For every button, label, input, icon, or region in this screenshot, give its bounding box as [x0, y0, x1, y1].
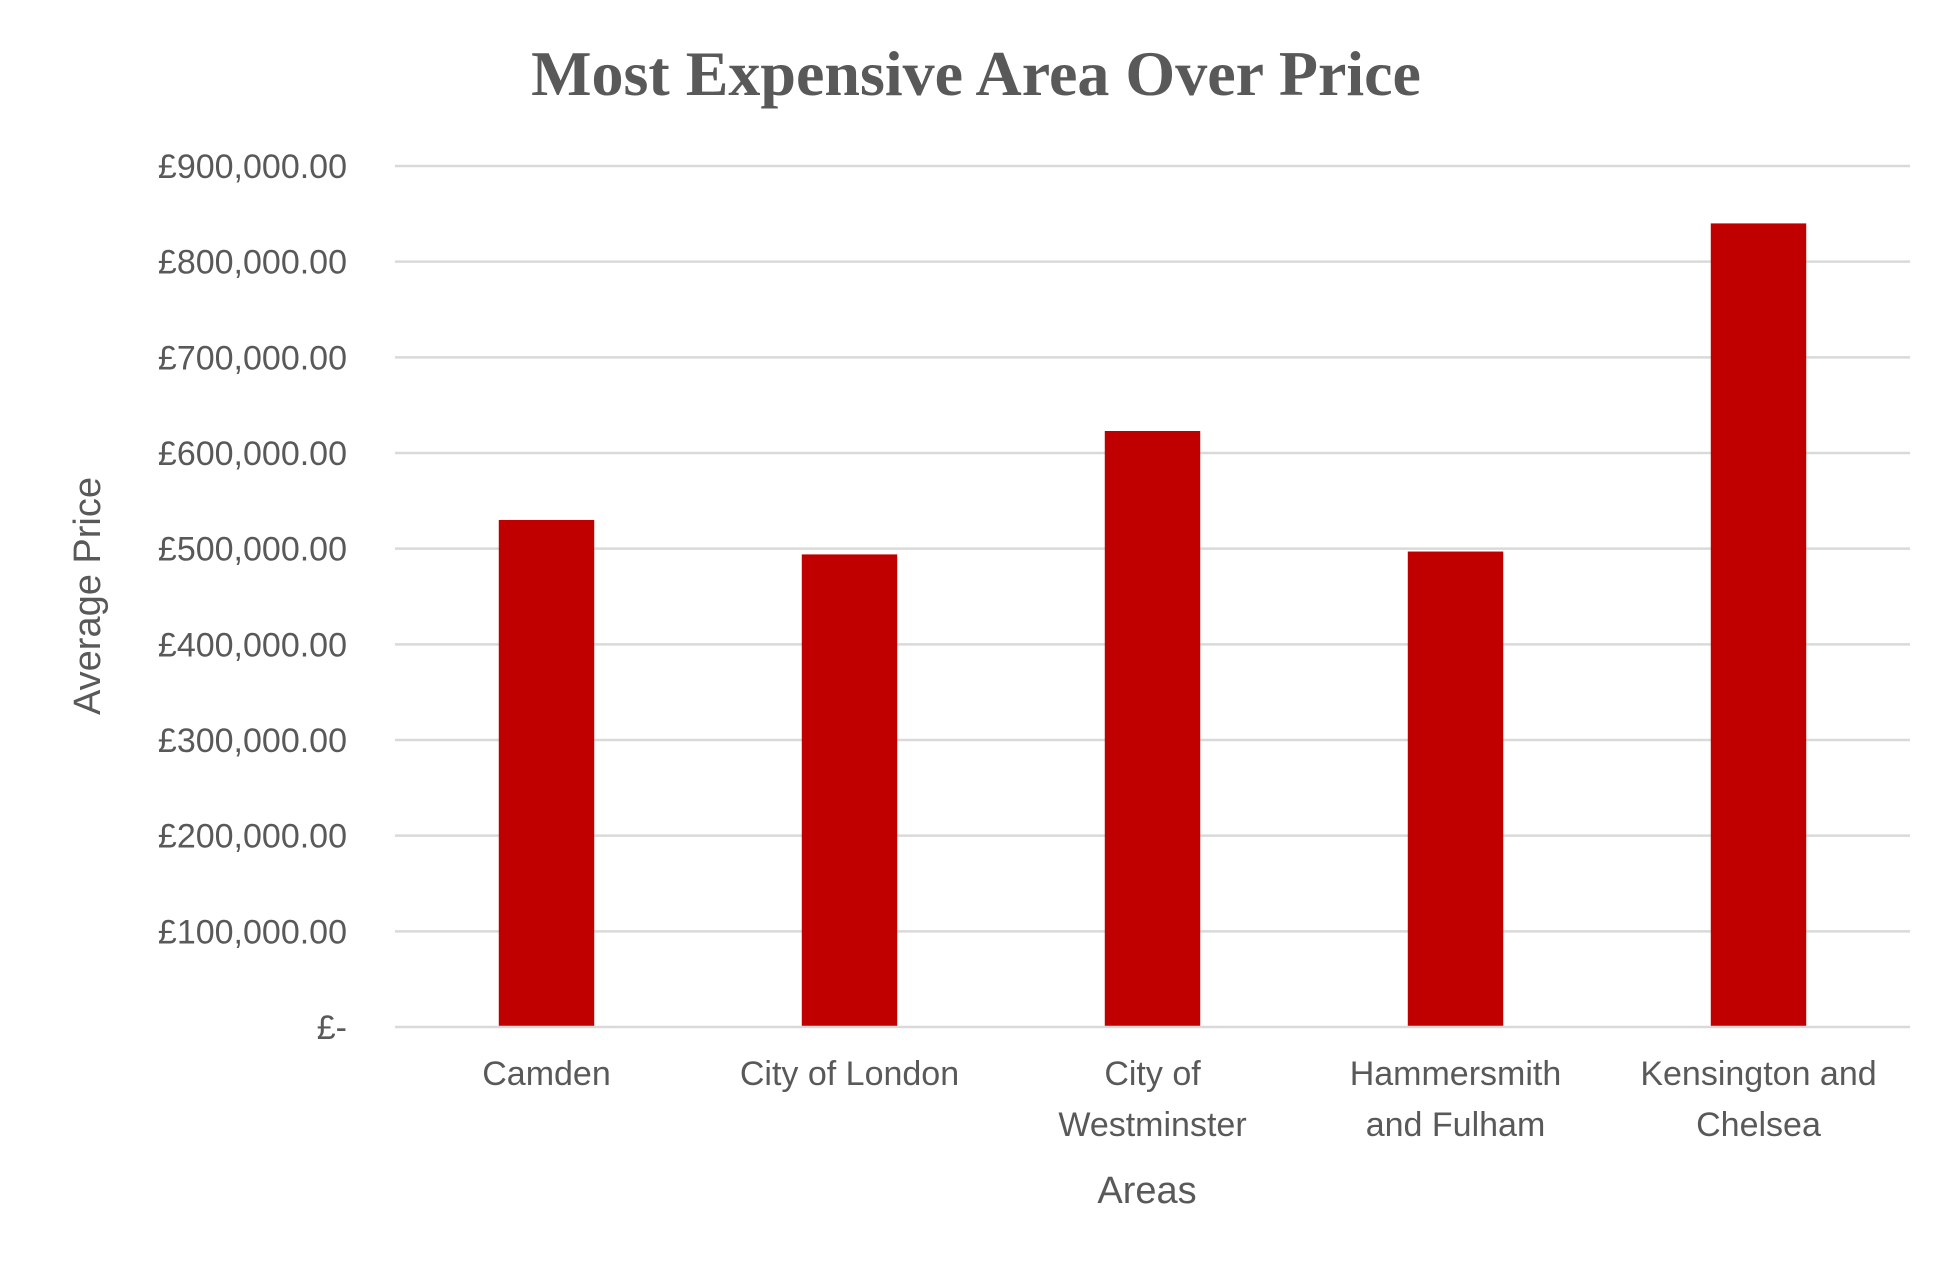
x-tick-label-line: Kensington and — [1640, 1055, 1876, 1093]
y-axis-title: Average Price — [67, 477, 109, 715]
y-tick-label: £900,000.00 — [158, 148, 347, 186]
y-tick-label: £500,000.00 — [158, 531, 347, 569]
y-tick-label: £- — [317, 1009, 347, 1047]
x-tick-label-line: City of — [1104, 1055, 1201, 1093]
x-tick-label: Hammersmith and Fulham — [1350, 1055, 1562, 1144]
bar — [1407, 551, 1504, 1027]
x-tick-label-line: Hammersmith — [1350, 1055, 1562, 1093]
x-tick-label: Kensington and Chelsea — [1640, 1055, 1876, 1144]
chart-title: Most Expensive Area Over Price — [531, 38, 1421, 109]
y-tick-label: £200,000.00 — [158, 818, 347, 856]
y-axis-ticks: £900,000.00 £800,000.00 £700,000.00 £600,00… — [158, 148, 347, 1047]
y-tick-label: £700,000.00 — [158, 339, 347, 377]
x-tick-label-line: Westminster — [1058, 1106, 1246, 1144]
x-axis-ticks: Camden City of London City of Westminster Ha… — [482, 1055, 1876, 1144]
x-tick-label-line: City of London — [740, 1055, 959, 1093]
y-tick-label: £100,000.00 — [158, 913, 347, 951]
bars — [498, 223, 1807, 1027]
bar — [1710, 223, 1807, 1027]
bar — [498, 519, 595, 1027]
x-axis-title: Areas — [1097, 1170, 1196, 1212]
x-tick-label: Camden — [482, 1055, 611, 1093]
x-tick-label: City of London — [740, 1055, 959, 1093]
x-tick-label-line: Chelsea — [1696, 1106, 1821, 1144]
x-tick-label-line: Camden — [482, 1055, 611, 1093]
x-tick-label-line: and Fulham — [1366, 1106, 1546, 1144]
bar — [801, 554, 898, 1027]
x-tick-label: City of Westminster — [1058, 1055, 1246, 1144]
y-tick-label: £400,000.00 — [158, 626, 347, 664]
y-tick-label: £600,000.00 — [158, 435, 347, 473]
y-tick-label: £300,000.00 — [158, 722, 347, 760]
bar — [1104, 430, 1201, 1027]
y-tick-label: £800,000.00 — [158, 244, 347, 282]
